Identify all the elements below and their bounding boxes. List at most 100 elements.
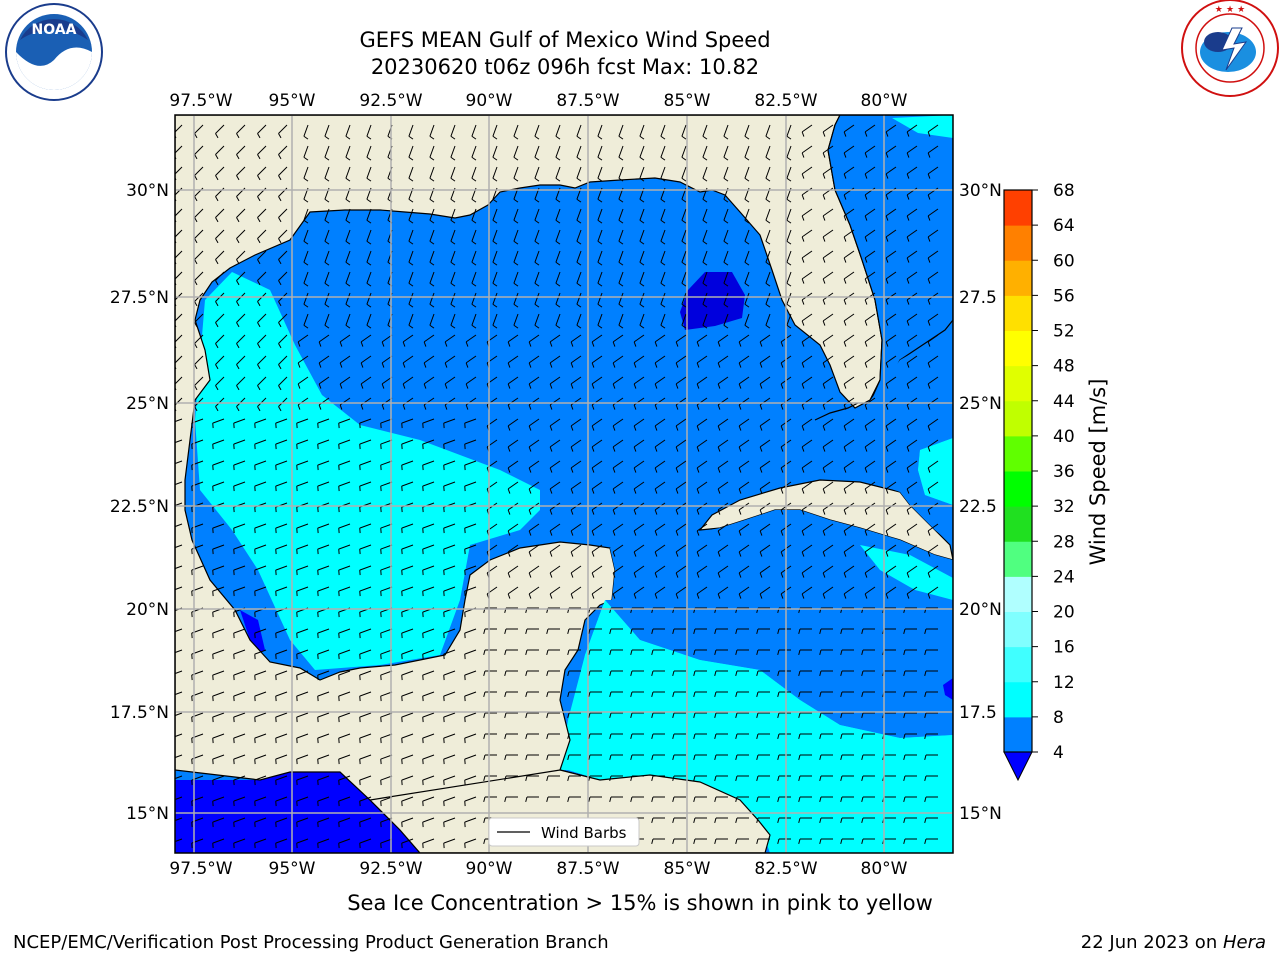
wind-barb — [735, 628, 749, 634]
wind-barb — [471, 250, 477, 266]
wind-barb — [777, 712, 791, 718]
wind-barb — [212, 481, 225, 492]
wind-barb — [303, 145, 309, 161]
colorbar-tick: 8 — [1053, 708, 1064, 728]
wind-barb — [885, 481, 897, 494]
wind-barb — [822, 544, 834, 557]
wind-barb — [654, 586, 666, 599]
wind-barb — [612, 460, 624, 473]
wind-barb — [450, 250, 456, 266]
wind-barb — [254, 691, 267, 702]
wind-barb — [233, 460, 246, 471]
wind-barb — [429, 292, 435, 308]
wind-barb — [422, 817, 435, 828]
wind-barb — [654, 460, 666, 473]
wind-barb — [236, 271, 246, 286]
wind-barb — [801, 481, 813, 494]
wind-barb — [339, 355, 351, 368]
wind-barb — [233, 649, 246, 660]
wind-barb — [819, 838, 833, 844]
wind-barb — [744, 250, 750, 266]
wind-barb — [675, 586, 687, 599]
wind-barb — [422, 523, 435, 534]
wind-barb — [681, 166, 687, 182]
wind-barb — [567, 628, 581, 634]
wind-barb — [798, 733, 812, 739]
wind-barb — [450, 145, 456, 161]
wind-barb — [492, 208, 498, 224]
wind-barb — [654, 565, 666, 578]
wind-barb — [864, 460, 876, 473]
wind-barb — [738, 523, 750, 536]
wind-barb — [633, 376, 645, 389]
wind-barb — [359, 754, 372, 765]
wind-barb — [275, 775, 288, 786]
wind-barb — [714, 733, 728, 739]
wind-barb — [570, 460, 582, 473]
wind-barb — [702, 145, 708, 161]
wind-barb — [864, 250, 876, 263]
wind-barb — [717, 334, 729, 347]
sea-ice-caption: Sea Ice Concentration > 15% is shown in … — [347, 891, 933, 915]
lat-tick-right: 25°N — [959, 394, 1002, 414]
wind-barb — [257, 229, 267, 244]
wind-barb — [338, 481, 351, 492]
wind-barb — [723, 250, 729, 266]
wind-barb — [801, 418, 813, 431]
wind-barb — [693, 817, 707, 823]
wind-barb — [864, 586, 876, 599]
colorbar-tick: 4 — [1053, 743, 1064, 763]
wind-barb — [591, 544, 603, 557]
wind-barb — [693, 796, 707, 802]
wind-barb — [359, 418, 372, 429]
wind-barb — [843, 523, 855, 536]
wind-barb — [672, 754, 686, 760]
lat-tick-left: 30°N — [126, 181, 169, 201]
wind-barb — [338, 838, 351, 849]
wind-barb — [546, 691, 560, 697]
wind-barb — [744, 166, 750, 182]
wind-barb — [675, 376, 687, 389]
wind-barb — [236, 229, 246, 244]
wind-barb — [339, 376, 351, 389]
colorbar-bin — [1004, 260, 1032, 296]
wind-barb — [483, 775, 497, 781]
colorbar-bin — [1004, 646, 1032, 683]
wind-barb — [303, 208, 309, 224]
wind-barb — [275, 565, 288, 576]
wind-barb — [567, 670, 581, 676]
wind-barb — [175, 691, 183, 696]
wind-barb — [296, 817, 309, 828]
wind-barb — [759, 376, 771, 389]
wind-barb — [822, 481, 834, 494]
caribbean-ocean — [605, 510, 953, 738]
wind-barb — [429, 313, 435, 329]
wind-barb — [429, 250, 435, 266]
wind-barb — [534, 229, 540, 245]
colorbar-tick: 60 — [1053, 251, 1075, 271]
wind-barb — [759, 439, 771, 452]
wind-barb — [717, 439, 729, 452]
wind-barb — [233, 796, 246, 807]
wind-barb — [194, 376, 204, 391]
wind-barb — [422, 418, 435, 429]
wind-barb — [275, 670, 288, 681]
wind-barb — [254, 439, 267, 450]
map-legend: Wind Barbs — [488, 817, 640, 847]
footer-host: Hera — [1222, 932, 1266, 953]
wind-barb — [756, 796, 770, 802]
wind-barb — [278, 271, 288, 286]
wind-barb — [534, 124, 540, 140]
wind-barb — [464, 796, 477, 807]
wind-barb — [471, 229, 477, 245]
wind-barb — [885, 523, 897, 536]
wind-barb — [278, 229, 288, 244]
wind-barb — [338, 523, 351, 534]
wind-barb — [702, 271, 708, 287]
wind-barb — [233, 628, 246, 639]
wind-barb — [401, 838, 414, 849]
wind-barb — [801, 334, 813, 347]
wind-barb — [236, 145, 246, 160]
wind-barb — [317, 691, 330, 702]
wind-barb — [588, 796, 602, 802]
